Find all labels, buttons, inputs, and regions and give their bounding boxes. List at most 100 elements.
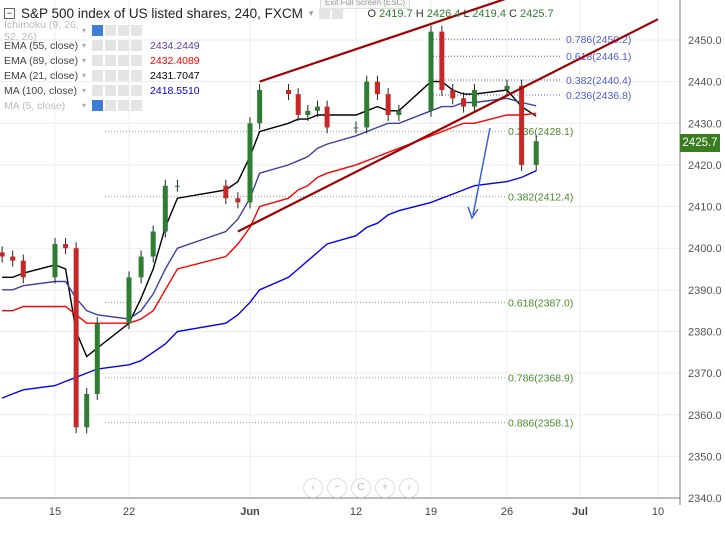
reset-icon: C bbox=[357, 482, 365, 493]
chevron-right-icon: › bbox=[407, 482, 411, 493]
candle-body bbox=[364, 81, 370, 128]
indicator-row[interactable]: MA (100, close) ▾ 2418.5510 bbox=[4, 83, 554, 98]
candle-body bbox=[385, 94, 391, 115]
series-line bbox=[2, 112, 537, 324]
indicator-name: EMA (89, close) bbox=[4, 54, 79, 67]
candle-body bbox=[235, 198, 241, 203]
x-tick-label: 15 bbox=[49, 506, 61, 518]
candle-body bbox=[162, 185, 168, 232]
chevron-down-icon[interactable]: ▾ bbox=[82, 101, 87, 110]
chevron-down-icon[interactable]: ▾ bbox=[82, 26, 87, 35]
reset-button[interactable]: C bbox=[351, 478, 371, 498]
candle-body bbox=[223, 185, 229, 199]
candle-body bbox=[150, 231, 156, 257]
trendline[interactable] bbox=[237, 18, 659, 233]
y-tick-label: 2420.0 bbox=[688, 160, 722, 172]
series-controls[interactable] bbox=[319, 8, 344, 19]
candle-body bbox=[471, 89, 477, 107]
y-tick-label: 2410.0 bbox=[688, 202, 722, 214]
exit-fullscreen-button[interactable]: Exit Full Screen (ESC) bbox=[320, 0, 411, 9]
y-tick-label: 2370.0 bbox=[688, 368, 722, 380]
indicator-name: EMA (55, close) bbox=[4, 39, 79, 52]
current-price-label: 2425.7 bbox=[680, 134, 720, 152]
candle-body bbox=[374, 81, 380, 95]
candle-body bbox=[257, 89, 263, 124]
chevron-down-icon[interactable]: ▾ bbox=[82, 56, 87, 65]
candle-body bbox=[519, 85, 525, 165]
series-line bbox=[2, 97, 537, 320]
candle-body bbox=[10, 256, 16, 261]
trendline[interactable] bbox=[259, 0, 507, 83]
x-tick-label: 12 bbox=[350, 506, 362, 518]
candle-body bbox=[73, 248, 79, 428]
symbol-title[interactable]: S&P 500 index of US listed shares, 240, … bbox=[21, 6, 303, 21]
y-tick-label: 2400.0 bbox=[688, 243, 722, 255]
x-tick-label: Jun bbox=[240, 506, 260, 518]
x-tick-label: 22 bbox=[123, 506, 135, 518]
fib-level-label: 0.382(2412.4) bbox=[508, 192, 573, 204]
arrow-head-icon bbox=[467, 206, 479, 220]
indicator-name: Ichimoku (9, 26, 52, 26) bbox=[4, 18, 79, 43]
candle-body bbox=[450, 89, 456, 99]
candle-body bbox=[84, 393, 90, 428]
y-tick-label: 2350.0 bbox=[688, 451, 722, 463]
candle-body bbox=[126, 277, 132, 324]
indicator-row[interactable]: EMA (21, close) ▾ 2431.7047 bbox=[4, 68, 554, 83]
chevron-left-button[interactable]: ‹ bbox=[303, 478, 323, 498]
projection-arrow[interactable] bbox=[472, 127, 491, 216]
candle-body bbox=[20, 260, 26, 278]
fib-level-label: 0.236(2428.1) bbox=[508, 126, 573, 138]
fib-level-label: 0.786(2368.9) bbox=[508, 373, 573, 385]
indicator-row[interactable]: EMA (89, close) ▾ 2432.4089 bbox=[4, 53, 554, 68]
fib-level-label: 0.786(2450.2) bbox=[566, 34, 631, 46]
legend: − S&P 500 index of US listed shares, 240… bbox=[4, 6, 554, 113]
chevron-down-icon[interactable]: ▾ bbox=[82, 41, 87, 50]
zoom-out-button[interactable]: − bbox=[327, 478, 347, 498]
x-tick-label: 10 bbox=[652, 506, 664, 518]
collapse-icon[interactable]: − bbox=[4, 8, 15, 19]
candle-body bbox=[63, 244, 69, 249]
ohlc-readout: O 2419.7 H 2426.4 L 2419.4 C 2425.7 bbox=[367, 7, 554, 20]
candle-body bbox=[52, 244, 58, 278]
candle-body bbox=[94, 323, 100, 394]
y-tick-label: 2450.0 bbox=[688, 35, 722, 47]
zoom-in-button[interactable]: + bbox=[375, 478, 395, 498]
indicator-row[interactable]: EMA (55, close) ▾ 2434.2449 bbox=[4, 38, 554, 53]
chevron-down-icon[interactable]: ▾ bbox=[82, 86, 87, 95]
indicator-row[interactable]: Ichimoku (9, 26, 52, 26) ▾ bbox=[4, 19, 554, 43]
indicator-controls[interactable] bbox=[92, 25, 143, 36]
indicator-controls[interactable] bbox=[92, 70, 143, 81]
indicator-controls[interactable] bbox=[92, 85, 143, 96]
candle-body bbox=[428, 31, 434, 111]
indicator-value: 2432.4089 bbox=[150, 54, 200, 67]
indicator-value: 2418.5510 bbox=[150, 84, 200, 97]
chevron-down-icon[interactable]: ▾ bbox=[82, 71, 87, 80]
series-line bbox=[1, 170, 537, 399]
chevron-right-button[interactable]: › bbox=[399, 478, 419, 498]
indicator-name: MA (100, close) bbox=[4, 84, 77, 97]
y-tick-label: 2440.0 bbox=[688, 77, 722, 89]
chevron-left-icon: ‹ bbox=[311, 482, 315, 493]
y-tick-label: 2390.0 bbox=[688, 285, 722, 297]
candle-body bbox=[305, 110, 311, 115]
candle-body bbox=[439, 31, 445, 90]
fib-level-label: 0.618(2387.0) bbox=[508, 297, 573, 309]
y-tick-label: 2430.0 bbox=[688, 118, 722, 130]
indicator-controls[interactable] bbox=[92, 40, 143, 51]
fib-level-label: 0.618(2446.1) bbox=[566, 51, 631, 63]
indicator-row[interactable]: MA (5, close) ▾ bbox=[4, 98, 554, 113]
candle-body bbox=[286, 89, 292, 95]
y-tick-label: 2380.0 bbox=[688, 326, 722, 338]
series-line bbox=[2, 80, 537, 358]
candle-body bbox=[247, 123, 253, 203]
y-tick-label: 2360.0 bbox=[688, 410, 722, 422]
candle-body bbox=[295, 94, 301, 115]
candle-body bbox=[461, 98, 467, 107]
indicator-controls[interactable] bbox=[92, 100, 143, 111]
indicator-name: MA (5, close) bbox=[4, 99, 66, 112]
chevron-down-icon[interactable]: ▾ bbox=[308, 8, 314, 18]
zoom-in-icon: + bbox=[382, 482, 388, 493]
indicator-controls[interactable] bbox=[92, 55, 143, 66]
